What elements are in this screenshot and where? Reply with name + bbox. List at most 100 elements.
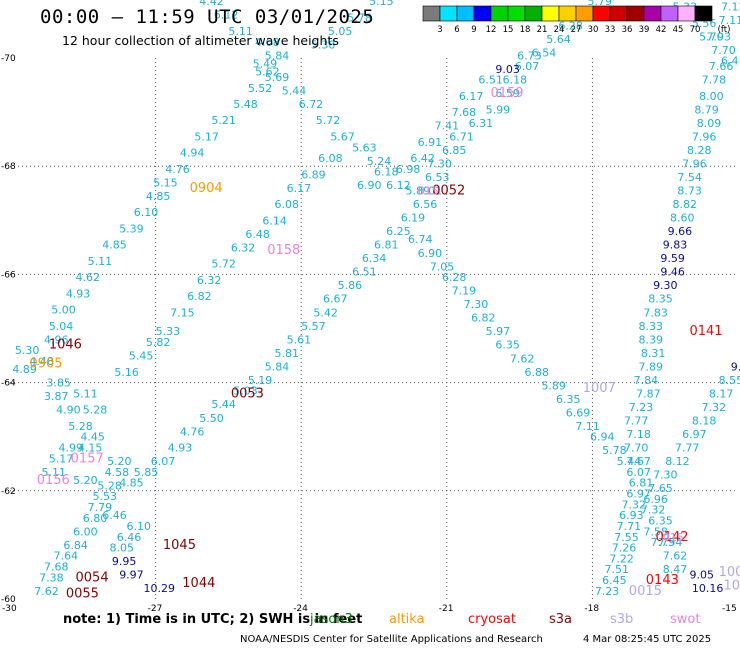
lon-tick-label: -27 bbox=[148, 604, 163, 614]
wave-height-label: 5.53 bbox=[93, 490, 118, 503]
color-swatch bbox=[422, 5, 441, 22]
lat-tick-label: -60 bbox=[1, 595, 16, 605]
wave-height-label: 5.70 bbox=[699, 30, 724, 43]
wave-height-label: 5.78 bbox=[602, 444, 627, 457]
color-tick-label: 24 bbox=[554, 25, 565, 35]
wave-height-label: 5.04 bbox=[49, 320, 74, 333]
wave-height-label: 7.12 bbox=[721, 1, 740, 14]
wave-height-label: 5.78 bbox=[347, 11, 372, 24]
wave-height-label: 7.83 bbox=[643, 306, 668, 319]
wave-height-label: 7.77 bbox=[624, 414, 649, 427]
wave-height-label: 6.07 bbox=[515, 60, 540, 73]
wave-height-label: 6.97 bbox=[682, 428, 707, 441]
wave-height-label: 5.89 bbox=[541, 379, 566, 392]
color-swatch bbox=[524, 5, 543, 22]
wave-height-label: 9.68 bbox=[731, 360, 740, 373]
color-swatch bbox=[592, 5, 611, 22]
wave-height-label: 6.12 bbox=[214, 9, 239, 22]
wave-height-label: 6.85 bbox=[442, 144, 467, 157]
wave-height-label: 7.05 bbox=[430, 260, 455, 273]
wave-height-label: 5.99 bbox=[486, 103, 511, 116]
wave-height-label: 6.18 bbox=[374, 166, 399, 179]
wave-height-label: 5.11 bbox=[73, 387, 98, 400]
wave-height-label: 4.48 bbox=[29, 355, 54, 368]
wave-height-label: 5.28 bbox=[83, 404, 108, 417]
wave-height-label: 4.85 bbox=[119, 477, 144, 490]
wave-height-label: 6.90 bbox=[357, 179, 382, 192]
wave-height-label: 4.93 bbox=[66, 287, 91, 300]
wave-height-label: 8.82 bbox=[672, 198, 697, 211]
color-tick-label: 21 bbox=[537, 25, 548, 35]
wave-height-label: 10.29 bbox=[143, 582, 175, 595]
pass-time-label: 0142 bbox=[655, 530, 688, 545]
wave-height-label: 7.96 bbox=[682, 157, 707, 170]
wave-height-label: 6.12 bbox=[386, 179, 411, 192]
wave-height-label: 7.30 bbox=[653, 469, 678, 482]
wave-height-label: 7.87 bbox=[636, 387, 661, 400]
color-tick-label: 12 bbox=[486, 25, 497, 35]
legend-s3a: s3a bbox=[549, 612, 573, 627]
wave-height-label: 7.75 bbox=[651, 536, 676, 549]
wave-height-label: 5.16 bbox=[114, 366, 139, 379]
wave-height-label: 5.81 bbox=[275, 347, 300, 360]
wave-height-label: 7.23 bbox=[595, 585, 620, 598]
wave-height-label: 8.18 bbox=[692, 414, 717, 427]
wave-height-label: 8.33 bbox=[639, 320, 664, 333]
color-swatch bbox=[507, 5, 526, 22]
wave-height-label: 8.31 bbox=[641, 347, 666, 360]
wave-height-label: 4.85 bbox=[146, 190, 171, 203]
wave-height-label: 5.15 bbox=[153, 176, 178, 189]
wave-height-label: 5.11 bbox=[228, 25, 253, 38]
color-unit-label: (ft) bbox=[718, 25, 731, 35]
pass-time-label: 0905 bbox=[29, 357, 62, 372]
wave-height-label: 7.79 bbox=[88, 501, 113, 514]
wave-height-label: 6.48 bbox=[245, 228, 269, 241]
pass-time-label: 0157 bbox=[71, 451, 104, 466]
wave-height-label: 5.82 bbox=[146, 336, 171, 349]
color-swatch bbox=[609, 5, 628, 22]
wave-height-label: 7.66 bbox=[709, 60, 734, 73]
color-scale-bar: 3 6 9 12 15 18 21 24 27 30 33 36 39 42 45 70 (ft) bbox=[422, 5, 735, 38]
wave-height-label: 7.96 bbox=[692, 130, 717, 143]
color-tick-label: 6 bbox=[454, 25, 459, 35]
wave-height-label: 6.72 bbox=[299, 98, 324, 111]
pass-time-label: 1044 bbox=[182, 576, 215, 591]
legend-swot: swot bbox=[670, 612, 701, 627]
wave-height-label: 5.84 bbox=[265, 360, 290, 373]
wave-height-label: 6.10 bbox=[126, 520, 151, 533]
wave-height-label: 5.50 bbox=[199, 412, 224, 425]
color-tick-label: 33 bbox=[605, 25, 616, 35]
wave-height-label: 5.38 bbox=[311, 38, 336, 51]
wave-height-label: 5.11 bbox=[88, 255, 113, 268]
wave-height-label: 7.77 bbox=[675, 442, 700, 455]
wave-height-label: 9.95 bbox=[112, 555, 137, 568]
wave-height-label: 4.93 bbox=[168, 442, 193, 455]
wave-height-label: 6.97 bbox=[626, 488, 651, 501]
wave-height-label: 6.41 bbox=[721, 55, 740, 68]
wave-height-label: 8.55 bbox=[719, 374, 740, 387]
wave-height-label: 6.81 bbox=[374, 239, 399, 252]
wave-height-label: 5.62 bbox=[255, 66, 279, 79]
wave-height-label: 5.21 bbox=[211, 114, 236, 127]
wave-height-label: 5.39 bbox=[119, 222, 144, 235]
wave-height-label: 3.87 bbox=[44, 390, 68, 403]
wave-height-label: 6.35 bbox=[556, 393, 581, 406]
color-swatch bbox=[575, 5, 594, 22]
wave-height-label: 5.69 bbox=[265, 71, 290, 84]
wave-height-label: 6.19 bbox=[401, 212, 426, 225]
wave-height-label: 7.54 bbox=[677, 171, 702, 184]
lon-tick-label: -15 bbox=[722, 604, 737, 614]
wave-height-label: 6.32 bbox=[197, 274, 222, 287]
wave-height-label: 6.82 bbox=[471, 312, 496, 325]
wave-height-label: 7.94 bbox=[658, 536, 683, 549]
wave-height-label: 5.00 bbox=[51, 304, 76, 317]
wave-height-label: 7.64 bbox=[54, 550, 79, 563]
color-tick-label: 30 bbox=[588, 25, 599, 35]
lat-tick-label: -62 bbox=[1, 487, 16, 497]
wave-height-label: 5.48 bbox=[233, 98, 258, 111]
wave-height-label: 6.84 bbox=[63, 539, 88, 552]
wave-height-label: 5.20 bbox=[73, 474, 98, 487]
wave-height-label: 6.46 bbox=[117, 531, 142, 544]
lon-tick-label: -24 bbox=[293, 604, 308, 614]
wave-height-label: 6.67 bbox=[323, 293, 348, 306]
